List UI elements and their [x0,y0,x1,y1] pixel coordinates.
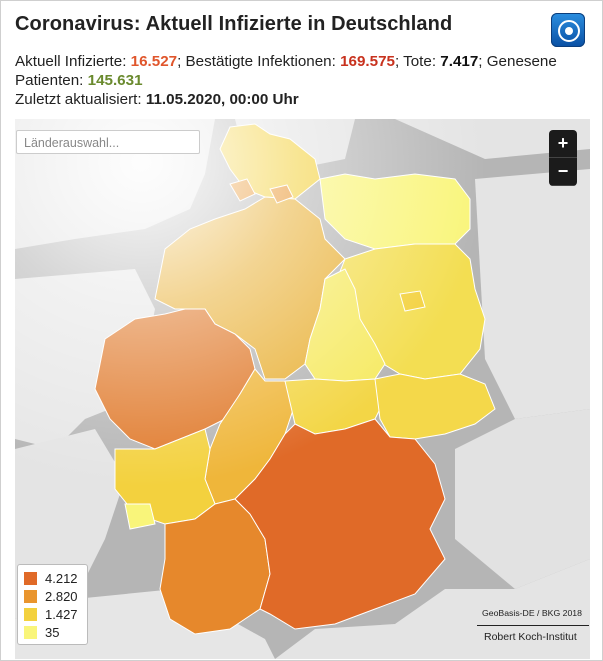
deaths-value: 7.417 [440,53,479,70]
tagesschau-logo-icon[interactable] [551,13,585,47]
germany-map[interactable] [15,119,590,659]
updated-value: 11.05.2020, 00:00 Uhr [145,91,299,108]
source-credit[interactable]: Robert Koch-Institut [484,631,577,643]
legend-label: 35 [45,624,60,640]
legend-label: 1.427 [45,606,78,622]
recovered-label: ; Genesene Patienten: [15,53,557,89]
legend-swatch [24,589,37,603]
geodata-credit: GeoBasis-DE / BKG 2018 [482,608,582,618]
map-highlight-overlay [15,119,590,659]
legend-item: 35 [24,623,81,641]
confirmed-value: 169.575 [340,53,395,70]
page-title: Coronavirus: Aktuell Infizierte in Deuts… [15,13,453,35]
updated-label: Zuletzt aktualisiert: [15,91,146,108]
legend-item: 4.212 [24,569,81,587]
legend-label: 4.212 [45,570,78,586]
legend: 4.212 2.820 1.427 35 [17,564,88,645]
header: Coronavirus: Aktuell Infizierte in Deuts… [15,13,590,36]
recovered-value: 145.631 [87,72,143,89]
legend-swatch [24,571,37,585]
active-label: Aktuell Infizierte: [15,53,131,70]
country-search-input[interactable]: Länderauswahl... [16,130,200,154]
zoom-out-button[interactable]: − [549,158,577,186]
legend-swatch [24,625,37,639]
deaths-label: ; Tote: [394,53,441,70]
legend-swatch [24,607,37,621]
legend-label: 2.820 [45,588,78,604]
zoom-in-button[interactable]: + [549,130,577,158]
credit-divider [477,625,589,626]
active-value: 16.527 [130,53,178,70]
zoom-controls: + − [549,130,577,186]
stats-summary: Aktuell Infizierte: 16.527; Bestätigte I… [15,52,595,109]
map-canvas[interactable] [15,119,590,659]
legend-item: 2.820 [24,587,81,605]
legend-item: 1.427 [24,605,81,623]
confirmed-label: ; Bestätigte Infektionen: [177,53,341,70]
